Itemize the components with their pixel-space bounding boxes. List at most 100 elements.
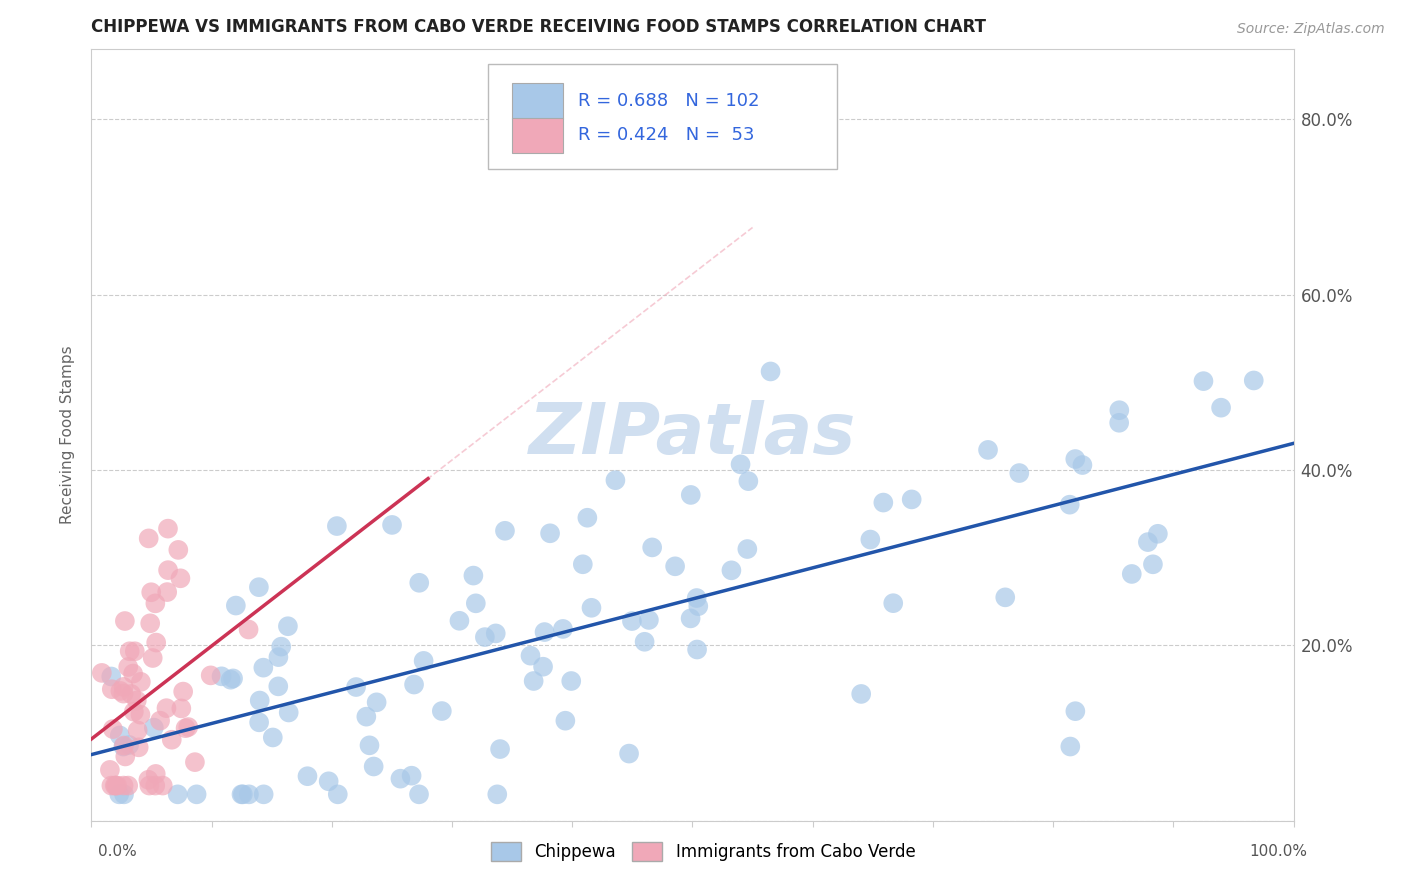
Legend: Chippewa, Immigrants from Cabo Verde: Chippewa, Immigrants from Cabo Verde <box>484 835 922 868</box>
Point <box>253 788 276 802</box>
Point <box>169 571 191 585</box>
Point <box>617 747 640 761</box>
Point <box>104 779 127 793</box>
Point <box>412 654 434 668</box>
Point <box>730 458 752 472</box>
Point <box>141 585 163 599</box>
Point <box>872 495 894 509</box>
Point <box>156 522 179 536</box>
Point <box>1059 498 1081 512</box>
Text: 100.0%: 100.0% <box>1250 845 1308 859</box>
Point <box>538 526 561 541</box>
Point <box>112 680 135 694</box>
Point <box>270 640 292 654</box>
Point <box>142 651 165 665</box>
Point <box>129 707 152 722</box>
Point <box>145 635 167 649</box>
Point <box>118 644 141 658</box>
Point <box>122 705 145 719</box>
Text: ZIPatlas: ZIPatlas <box>529 401 856 469</box>
Point <box>110 684 132 698</box>
Point <box>318 774 340 789</box>
Point <box>1064 452 1087 467</box>
Point <box>463 568 485 582</box>
Point <box>114 614 136 628</box>
Text: R = 0.424   N =  53: R = 0.424 N = 53 <box>578 127 755 145</box>
Point <box>177 720 200 734</box>
Point <box>138 779 160 793</box>
Point <box>112 739 135 754</box>
Point <box>581 600 603 615</box>
Point <box>737 474 759 488</box>
Point <box>129 674 152 689</box>
Point <box>486 788 509 802</box>
Point <box>638 613 661 627</box>
Point <box>112 788 135 802</box>
Point <box>489 742 512 756</box>
Point <box>238 788 260 802</box>
Point <box>851 687 873 701</box>
Point <box>238 623 260 637</box>
Point <box>122 666 145 681</box>
Point <box>882 596 904 610</box>
Point <box>267 679 290 693</box>
Point <box>1192 374 1215 388</box>
Point <box>100 779 122 793</box>
Point <box>117 779 139 793</box>
Point <box>381 517 404 532</box>
Point <box>249 693 271 707</box>
Point <box>554 714 576 728</box>
Point <box>90 665 112 680</box>
Point <box>389 772 412 786</box>
Point <box>401 769 423 783</box>
Point <box>402 677 425 691</box>
Point <box>277 706 299 720</box>
Point <box>149 714 172 728</box>
FancyBboxPatch shape <box>512 118 562 153</box>
Y-axis label: Receiving Food Stamps: Receiving Food Stamps <box>60 345 76 524</box>
Point <box>533 625 555 640</box>
Point <box>142 721 165 735</box>
Point <box>108 728 131 742</box>
Point <box>449 614 471 628</box>
Point <box>262 731 284 745</box>
Point <box>1142 558 1164 572</box>
Point <box>219 673 242 687</box>
Point <box>576 510 599 524</box>
Point <box>108 788 131 802</box>
Point <box>112 779 135 793</box>
Point <box>252 660 274 674</box>
Point <box>152 779 174 793</box>
Point <box>114 749 136 764</box>
Point <box>124 644 146 658</box>
Point <box>326 519 349 533</box>
Point <box>1108 403 1130 417</box>
Point <box>1059 739 1081 754</box>
Point <box>408 575 430 590</box>
Point <box>633 634 655 648</box>
Point <box>1071 458 1094 472</box>
Point <box>679 488 702 502</box>
FancyBboxPatch shape <box>512 83 562 119</box>
Point <box>1243 374 1265 388</box>
Point <box>139 616 162 631</box>
Point <box>200 668 222 682</box>
Point <box>531 659 554 673</box>
Point <box>356 709 378 723</box>
Point <box>172 684 194 698</box>
Point <box>98 763 121 777</box>
Point <box>560 673 582 688</box>
Text: Source: ZipAtlas.com: Source: ZipAtlas.com <box>1237 22 1385 37</box>
Point <box>326 788 349 802</box>
Point <box>118 738 141 752</box>
Point <box>166 788 188 802</box>
Point <box>112 687 135 701</box>
Point <box>900 492 922 507</box>
Point <box>232 788 254 802</box>
Point <box>143 779 166 793</box>
Point <box>138 532 160 546</box>
Point <box>105 779 128 793</box>
Point <box>1121 566 1143 581</box>
Point <box>112 739 135 753</box>
Point <box>160 732 183 747</box>
